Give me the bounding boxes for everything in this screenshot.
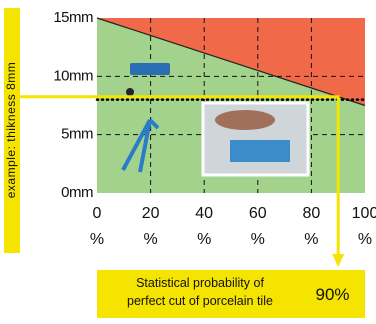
annotation-value-box: 90% bbox=[315, 285, 350, 304]
annotation-arrow bbox=[20, 95, 340, 262]
x-tick-label-box: 100 % bbox=[351, 205, 376, 248]
y-tick-label: 10mm bbox=[53, 67, 93, 84]
x-tick-label-box: 20 % bbox=[141, 205, 160, 248]
annotation-box bbox=[97, 270, 365, 318]
boundary-line bbox=[96, 17, 366, 107]
annotation-value: 90% bbox=[315, 285, 350, 304]
tool-icon bbox=[126, 88, 134, 96]
annotation-text: Statistical probability of perfect cut o… bbox=[127, 276, 273, 308]
x-tick-label: 20 % bbox=[141, 205, 160, 248]
photo-detail bbox=[215, 110, 275, 130]
side-label-box bbox=[4, 8, 20, 253]
x-tick-label-box: 0 % bbox=[89, 205, 105, 248]
tool-icon bbox=[130, 63, 170, 75]
side-label: example: thikness 8mm bbox=[4, 62, 18, 199]
x-tick-label-box: 40 % bbox=[195, 205, 214, 248]
x-tick-label: 60 % bbox=[248, 205, 267, 248]
y-tick-label: 15mm bbox=[53, 9, 93, 26]
annotation-arrowhead bbox=[332, 254, 345, 267]
pliers-icon bbox=[121, 118, 160, 173]
y-tick-label: 5mm bbox=[61, 126, 93, 143]
annotation-text-box: Statistical probability of perfect cut o… bbox=[127, 276, 273, 308]
x-tick-label-box: 60 % bbox=[248, 205, 267, 248]
x-tick-label-box: 80 % bbox=[302, 205, 321, 248]
x-tick-label: 80 % bbox=[302, 205, 321, 248]
photo-detail bbox=[230, 140, 290, 162]
x-tick-label: 40 % bbox=[195, 205, 214, 248]
y-tick-label: 0mm bbox=[61, 184, 93, 201]
x-tick-label: 100 % bbox=[351, 205, 376, 248]
x-tick-label: 0 % bbox=[89, 205, 105, 248]
